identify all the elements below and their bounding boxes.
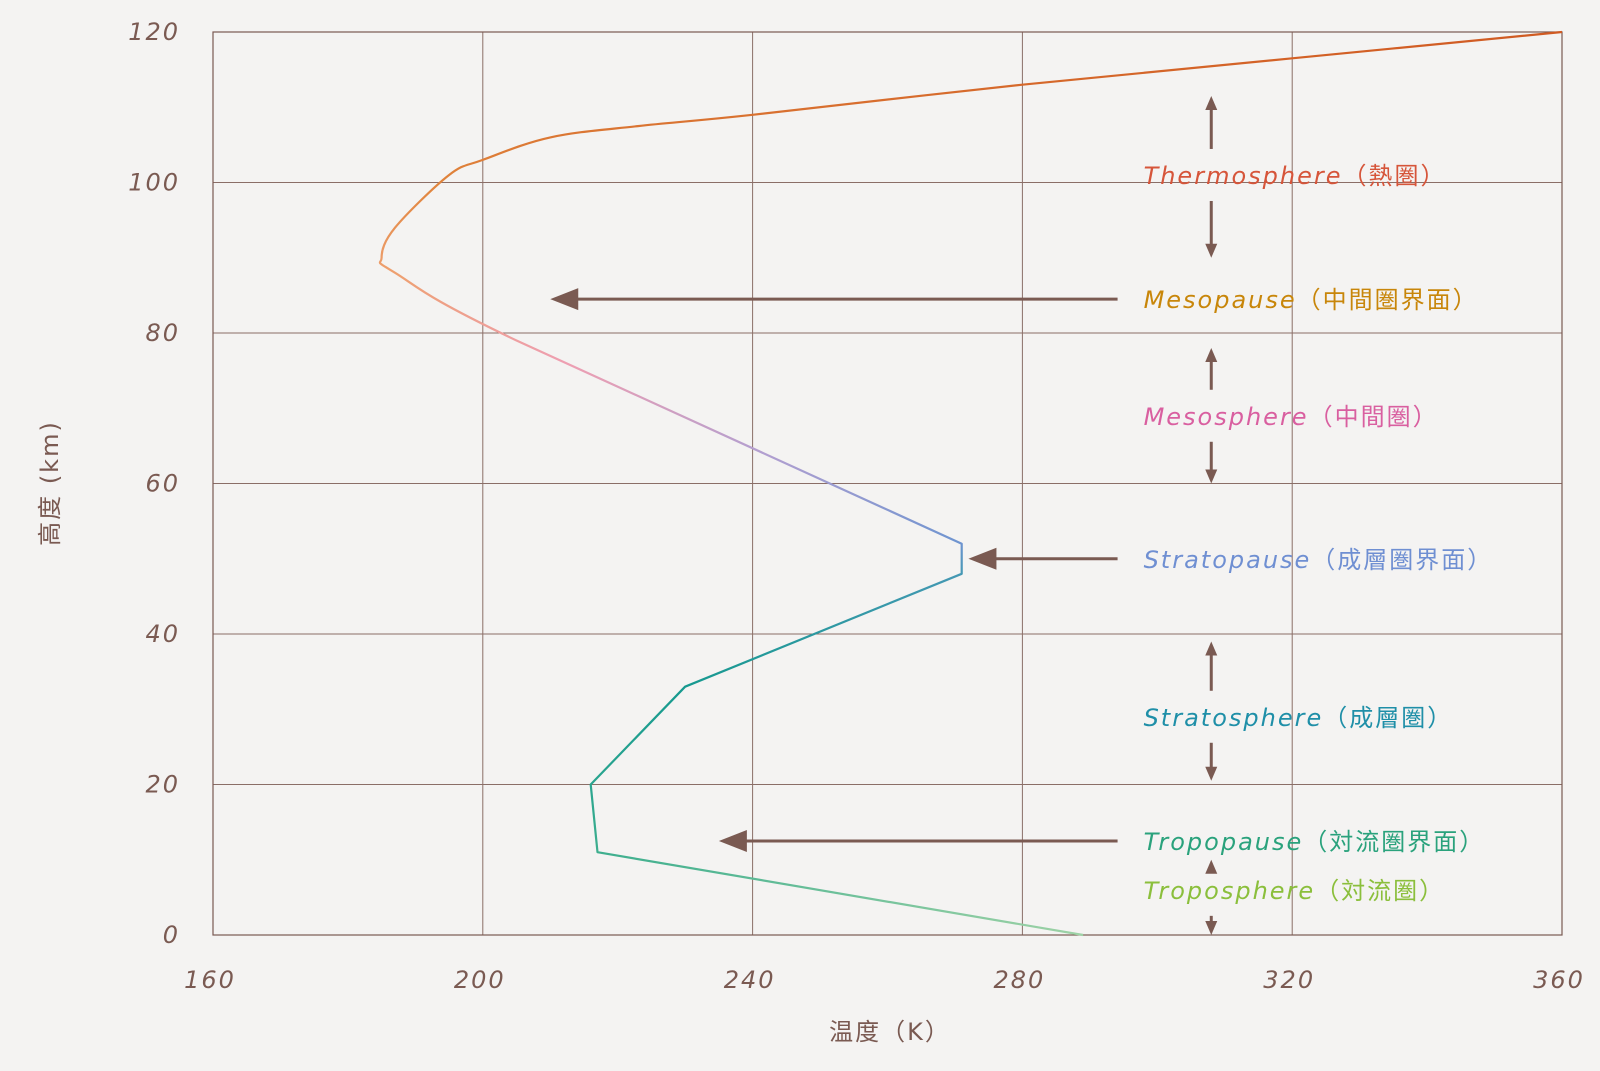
arrowhead-up xyxy=(1205,641,1218,656)
y-axis-title: 高度 (km) xyxy=(36,420,64,546)
arrowhead-down xyxy=(1205,766,1218,781)
y-tick-label: 100 xyxy=(128,169,180,197)
x-tick-label: 200 xyxy=(454,966,506,994)
mesosphere-label-cjk: （中間圏） xyxy=(1309,403,1439,431)
tropopause-arrowhead xyxy=(718,829,747,852)
tropopause-label-latin: Tropopause xyxy=(1144,828,1304,856)
arrowhead-down xyxy=(1205,243,1218,258)
stratosphere-label-cjk: （成層圏） xyxy=(1323,704,1453,732)
y-tick-label: 80 xyxy=(145,319,180,347)
plot-frame xyxy=(212,31,1563,936)
y-tick-label: 20 xyxy=(145,771,180,799)
mesopause-label: Mesopause（中間圏界面） xyxy=(1144,286,1479,314)
stratopause-arrowhead xyxy=(968,547,997,570)
stratopause-label: Stratopause（成層圏界面） xyxy=(1144,546,1494,574)
arrowhead-up xyxy=(1205,859,1218,874)
mesosphere-label-latin: Mesosphere xyxy=(1144,403,1309,431)
y-tick-label: 60 xyxy=(145,470,180,498)
temperature-line xyxy=(378,30,1563,937)
troposphere-label: Troposphere（対流圏） xyxy=(1144,877,1446,905)
x-tick-label: 320 xyxy=(1263,966,1315,994)
mesopause-label-cjk: （中間圏界面） xyxy=(1297,286,1479,314)
arrowhead-down xyxy=(1205,469,1218,484)
y-tick-label: 120 xyxy=(128,18,180,46)
x-axis-title: 温度（K） xyxy=(829,1018,951,1046)
troposphere-label-latin: Troposphere xyxy=(1144,877,1316,905)
mesopause-label-latin: Mesopause xyxy=(1144,286,1297,314)
thermosphere-label: Thermosphere（熱圏） xyxy=(1144,162,1447,190)
tropopause-label-cjk: （対流圏界面） xyxy=(1303,828,1485,856)
temperature-curve xyxy=(378,30,1563,937)
y-tick-label: 0 xyxy=(163,921,180,949)
arrowhead-up xyxy=(1205,348,1218,363)
stratopause-label-latin: Stratopause xyxy=(1144,546,1312,574)
stratosphere-label: Stratosphere（成層圏） xyxy=(1144,704,1454,732)
stratosphere-label-latin: Stratosphere xyxy=(1144,704,1324,732)
stratopause-label-cjk: （成層圏界面） xyxy=(1311,546,1493,574)
arrowhead-down xyxy=(1205,921,1218,935)
x-tick-label: 280 xyxy=(993,966,1045,994)
x-tick-label: 160 xyxy=(184,966,236,994)
thermosphere-label-latin: Thermosphere xyxy=(1144,162,1343,190)
mesosphere-label: Mesosphere（中間圏） xyxy=(1144,403,1439,431)
gridlines xyxy=(212,31,1563,936)
x-tick-label: 360 xyxy=(1533,966,1585,994)
thermosphere-label-cjk: （熱圏） xyxy=(1342,162,1446,190)
arrowhead-up xyxy=(1205,95,1218,110)
y-tick-label: 40 xyxy=(145,620,180,648)
axis-ticks: 160 200 240 280 320 360 0 20 40 60 80 100 120 xyxy=(128,18,1585,994)
x-tick-label: 240 xyxy=(724,966,776,994)
troposphere-label-cjk: （対流圏） xyxy=(1315,877,1445,905)
mesopause-arrowhead xyxy=(550,288,579,311)
tropopause-label: Tropopause（対流圏界面） xyxy=(1144,828,1486,856)
layer-annotations: Thermosphere（熱圏） Mesopause（中間圏界面） Mesosphe… xyxy=(550,95,1494,935)
